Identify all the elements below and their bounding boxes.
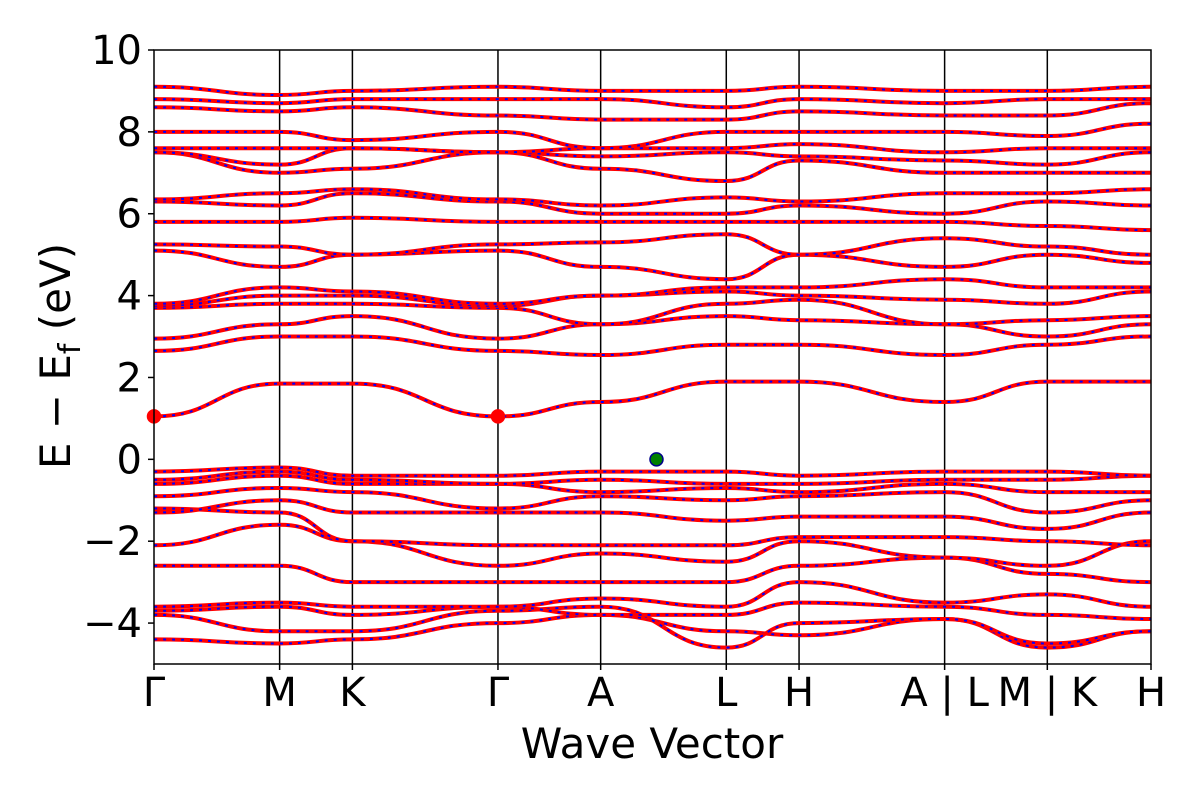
band-line-12	[154, 382, 1151, 417]
x-tick-label-9: H	[1136, 670, 1166, 716]
y-tick-label-4: 4	[117, 274, 142, 320]
band-line-overlay-12	[154, 382, 1151, 417]
y-axis-label: E − Ef (eV)	[31, 243, 88, 469]
y-axis-label-main: E − E	[31, 354, 80, 469]
x-tick-label-7: A | L	[900, 670, 989, 716]
x-axis-ticks: ΓMKΓALHA | LM | KH	[143, 664, 1166, 716]
y-tick-label-0: −4	[83, 601, 142, 647]
band-line-13	[154, 337, 1151, 356]
y-tick-label-3: 2	[117, 355, 142, 401]
x-tick-label-1: M	[262, 670, 297, 716]
band-line-27	[154, 103, 1151, 119]
band-series	[154, 87, 1151, 648]
x-tick-label-0: Γ	[143, 670, 166, 716]
y-axis-ticks: −4 −2 0 2 4 6 8 10	[83, 28, 154, 647]
band-line-26	[154, 124, 1151, 149]
x-axis-label: Wave Vector	[521, 719, 784, 768]
band-edge-markers	[148, 410, 663, 466]
band-edge-marker-2	[650, 453, 663, 466]
band-line-18	[154, 251, 1151, 280]
x-tick-label-3: Γ	[487, 670, 510, 716]
band-edge-marker-1	[491, 410, 504, 423]
y-axis-label-unit: (eV)	[31, 243, 80, 344]
band-line-19	[154, 234, 1151, 255]
x-tick-label-8: M | K	[997, 670, 1098, 716]
y-tick-label-1: −2	[83, 519, 142, 565]
band-line-3	[154, 582, 1151, 607]
y-tick-label-5: 6	[117, 192, 142, 238]
band-line-25	[154, 144, 1151, 152]
band-line-17	[154, 279, 1151, 304]
y-tick-label-6: 8	[117, 110, 142, 156]
y-tick-label-7: 10	[91, 28, 142, 74]
x-tick-label-2: K	[339, 670, 367, 716]
y-tick-label-2: 0	[117, 437, 142, 483]
x-tick-label-4: A	[587, 670, 615, 716]
x-tick-label-6: H	[784, 670, 814, 716]
x-tick-label-5: L	[715, 670, 738, 716]
